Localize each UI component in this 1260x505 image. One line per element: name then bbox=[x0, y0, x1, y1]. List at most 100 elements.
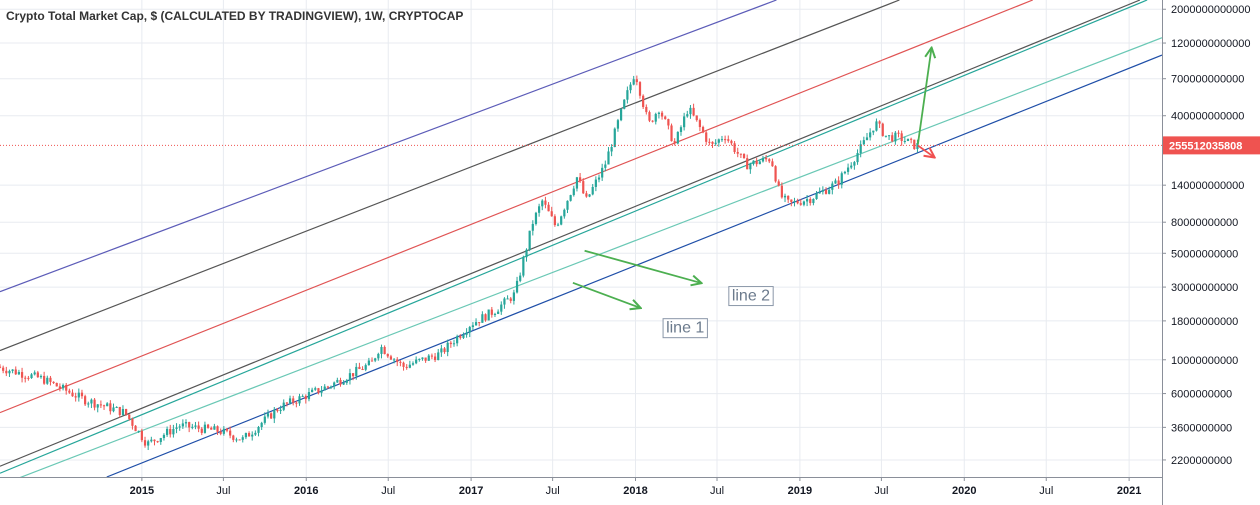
candle-up bbox=[525, 248, 528, 262]
candle-body bbox=[525, 249, 528, 258]
candle-up bbox=[875, 118, 878, 132]
candle-body bbox=[916, 143, 919, 150]
candle-up bbox=[77, 388, 80, 402]
candle-up bbox=[301, 394, 304, 398]
candle-body bbox=[0, 366, 2, 368]
candle-up bbox=[834, 178, 837, 184]
candle-up bbox=[364, 363, 367, 372]
candle-down bbox=[93, 397, 96, 411]
candle-body bbox=[616, 120, 620, 129]
candle-body bbox=[790, 199, 793, 202]
candle-up bbox=[506, 295, 509, 300]
candle-down bbox=[739, 153, 742, 158]
candle-down bbox=[5, 366, 8, 377]
candle-up bbox=[805, 195, 809, 207]
candle-down bbox=[229, 426, 232, 439]
candle-body bbox=[396, 359, 399, 362]
candle-down bbox=[651, 120, 654, 123]
candle-body bbox=[433, 356, 437, 361]
candle-body bbox=[175, 427, 178, 429]
candle-body bbox=[834, 180, 837, 184]
x-axis-tick-label: 2016 bbox=[294, 485, 318, 497]
arrow-annotation bbox=[584, 249, 701, 283]
candle-down bbox=[730, 139, 733, 146]
candle-down bbox=[553, 214, 556, 227]
x-axis-tick-label: 2018 bbox=[623, 485, 647, 497]
candle-body bbox=[768, 159, 771, 162]
candle-down bbox=[635, 75, 638, 86]
candle-down bbox=[727, 135, 730, 143]
candle-body bbox=[172, 428, 175, 435]
candle-down bbox=[24, 375, 27, 383]
candle-up bbox=[519, 272, 522, 283]
annotation-label: line 2 bbox=[732, 288, 770, 305]
candle-body bbox=[49, 377, 52, 382]
candle-body bbox=[544, 200, 547, 205]
candle-up bbox=[575, 176, 579, 192]
candle-body bbox=[125, 409, 128, 415]
candle-body bbox=[783, 195, 787, 198]
candle-up bbox=[843, 170, 847, 175]
candle-down bbox=[742, 153, 746, 159]
candle-body bbox=[128, 414, 131, 419]
candle-body bbox=[733, 143, 736, 153]
candle-down bbox=[881, 122, 884, 137]
candle-down bbox=[799, 199, 802, 206]
candle-body bbox=[405, 366, 408, 368]
y-axis-tick-label: 140000000000 bbox=[1171, 180, 1244, 192]
candle-down bbox=[771, 158, 774, 167]
y-axis-tick-label: 1200000000000 bbox=[1171, 38, 1251, 50]
candle-body bbox=[355, 366, 358, 377]
candle-down bbox=[84, 394, 87, 406]
candle-up bbox=[531, 220, 534, 236]
candle-up bbox=[481, 311, 484, 323]
x-axis-tick-label: Jul bbox=[1039, 485, 1053, 497]
candle-body bbox=[534, 212, 538, 224]
candle-body bbox=[604, 164, 607, 168]
x-axis-tick-label: Jul bbox=[216, 485, 230, 497]
candle-up bbox=[749, 162, 752, 174]
candle-down bbox=[128, 414, 131, 421]
candle-body bbox=[802, 201, 806, 205]
price-badge-label: 255512035808 bbox=[1169, 140, 1242, 152]
candle-down bbox=[210, 426, 213, 430]
y-axis-tick-labels: 2000000000000 1200000000000 700000000000 40… bbox=[1162, 4, 1251, 467]
text-annotation: line 1 bbox=[662, 318, 708, 339]
candle-body bbox=[20, 372, 24, 378]
candle-body bbox=[765, 158, 768, 160]
candle-up bbox=[8, 369, 11, 377]
candle-down bbox=[724, 135, 727, 144]
candle-down bbox=[36, 370, 39, 378]
candle-body bbox=[147, 441, 150, 446]
candle-body bbox=[572, 188, 575, 196]
candle-body bbox=[314, 388, 317, 390]
candle-down bbox=[285, 401, 289, 407]
candle-up bbox=[591, 183, 594, 196]
candle-body bbox=[288, 398, 292, 404]
candle-up bbox=[87, 401, 90, 408]
y-axis-tick-label: 30000000000 bbox=[1171, 282, 1238, 294]
candle-down bbox=[578, 173, 582, 183]
candle-down bbox=[20, 367, 24, 383]
candle-down bbox=[670, 123, 673, 142]
candle-body bbox=[285, 402, 289, 404]
candle-body bbox=[913, 139, 916, 150]
candle-up bbox=[512, 289, 515, 305]
candle-down bbox=[645, 104, 648, 115]
candle-up bbox=[333, 381, 336, 390]
candle-up bbox=[821, 186, 824, 195]
candle-body bbox=[739, 153, 742, 155]
candle-up bbox=[465, 328, 468, 338]
x-axis-tick-label: Jul bbox=[546, 485, 560, 497]
candle-up bbox=[147, 439, 150, 451]
text-annotation: line 2 bbox=[728, 286, 774, 307]
candle-body bbox=[714, 142, 717, 144]
candle-up bbox=[314, 386, 317, 391]
candle-body bbox=[93, 399, 96, 408]
candle-up bbox=[534, 211, 538, 226]
candle-down bbox=[705, 131, 708, 145]
candle-body bbox=[307, 392, 311, 400]
candle-up bbox=[566, 200, 569, 214]
annotation-label: line 1 bbox=[666, 320, 704, 337]
